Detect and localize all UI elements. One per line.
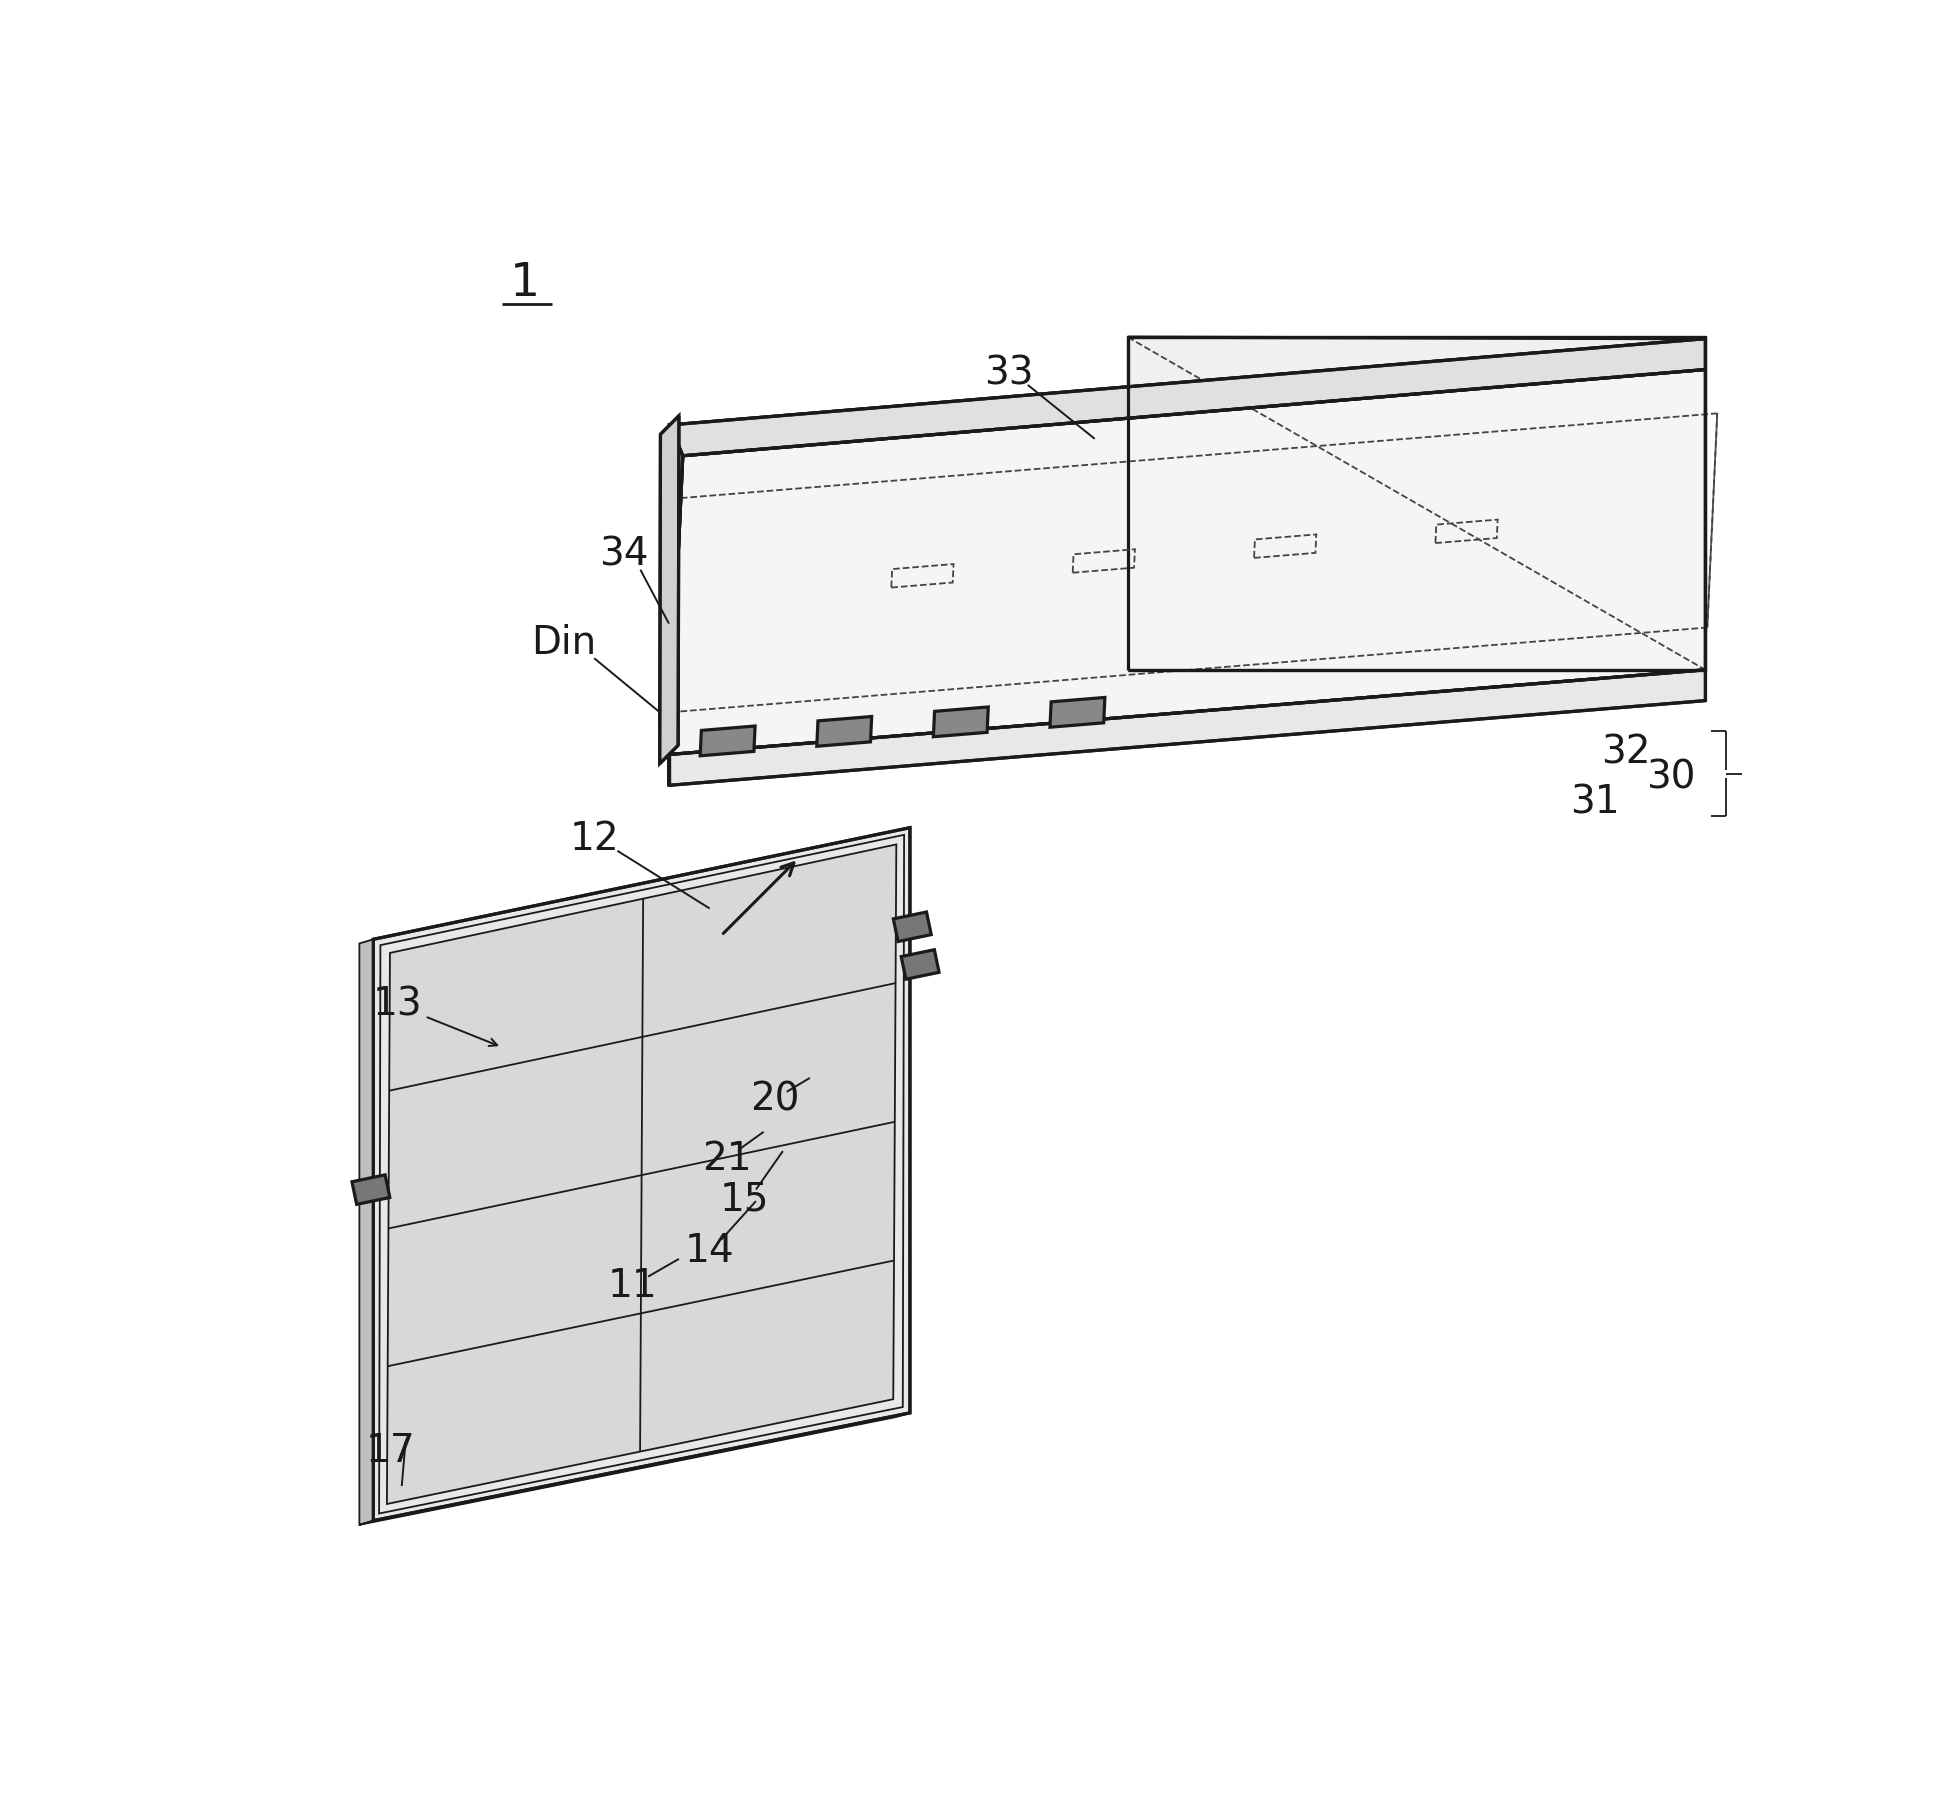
Text: 30: 30	[1646, 758, 1696, 797]
Text: 33: 33	[983, 354, 1034, 392]
Polygon shape	[352, 1175, 391, 1205]
Polygon shape	[661, 415, 678, 763]
Polygon shape	[373, 828, 909, 1521]
Text: Din: Din	[530, 623, 597, 663]
Text: 13: 13	[373, 986, 424, 1024]
Polygon shape	[670, 339, 1706, 456]
Polygon shape	[1049, 697, 1106, 727]
Polygon shape	[699, 726, 756, 756]
Text: 12: 12	[569, 821, 620, 858]
Polygon shape	[933, 708, 989, 736]
Polygon shape	[1127, 338, 1706, 670]
Polygon shape	[359, 1413, 909, 1525]
Polygon shape	[668, 339, 1706, 754]
Text: 20: 20	[750, 1081, 801, 1119]
Text: 34: 34	[598, 535, 649, 573]
Text: 1: 1	[509, 260, 540, 305]
Text: 11: 11	[608, 1266, 657, 1306]
Polygon shape	[668, 426, 682, 785]
Text: 32: 32	[1601, 735, 1652, 772]
Polygon shape	[359, 939, 373, 1525]
Polygon shape	[894, 912, 931, 941]
Polygon shape	[387, 844, 896, 1503]
Text: 21: 21	[701, 1140, 752, 1178]
Text: 14: 14	[686, 1232, 734, 1270]
Polygon shape	[668, 370, 1706, 754]
Text: 31: 31	[1570, 783, 1620, 821]
Text: 15: 15	[719, 1180, 769, 1218]
Polygon shape	[816, 717, 872, 747]
Polygon shape	[902, 950, 938, 979]
Text: 17: 17	[365, 1433, 416, 1471]
Polygon shape	[668, 670, 1706, 785]
